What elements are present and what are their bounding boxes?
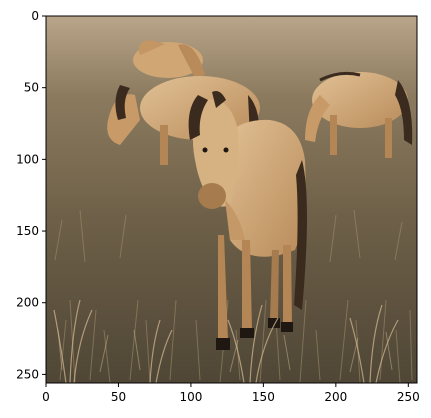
horse-back <box>133 40 205 78</box>
x-tick-label: 50 <box>111 390 126 404</box>
y-axis: 0 50 100 150 200 250 <box>16 9 46 381</box>
x-axis: 0 50 100 150 200 250 <box>42 383 420 404</box>
horse-front <box>188 91 307 350</box>
y-tick-label: 200 <box>16 296 39 310</box>
x-tick-label: 250 <box>397 390 420 404</box>
x-tick-label: 150 <box>252 390 275 404</box>
axes-frame <box>45 15 418 384</box>
horse-right <box>305 71 413 158</box>
foreground-tufts <box>53 299 399 383</box>
x-tick-label: 200 <box>324 390 347 404</box>
y-tick-label: 100 <box>16 152 39 166</box>
y-tick-label: 0 <box>31 9 39 23</box>
y-tick-label: 150 <box>16 224 39 238</box>
x-tick-label: 100 <box>179 390 202 404</box>
x-tick-label: 0 <box>42 390 50 404</box>
y-tick-label: 250 <box>16 367 39 381</box>
photo <box>46 16 417 383</box>
y-tick-label: 50 <box>24 81 39 95</box>
grass-texture-light <box>57 329 393 373</box>
